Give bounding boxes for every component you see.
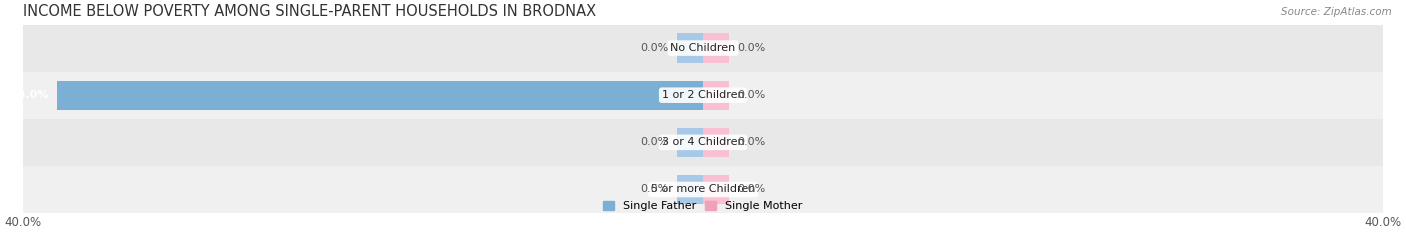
Text: 0.0%: 0.0% — [641, 185, 669, 195]
Bar — [678, 175, 703, 204]
Bar — [703, 81, 728, 110]
Text: 3 or 4 Children: 3 or 4 Children — [662, 137, 744, 147]
Bar — [22, 72, 1384, 119]
Text: INCOME BELOW POVERTY AMONG SINGLE-PARENT HOUSEHOLDS IN BRODNAX: INCOME BELOW POVERTY AMONG SINGLE-PARENT… — [22, 4, 596, 19]
Text: 1 or 2 Children: 1 or 2 Children — [662, 90, 744, 100]
Bar — [703, 34, 728, 63]
Text: 0.0%: 0.0% — [737, 185, 765, 195]
Bar — [56, 81, 703, 110]
Text: 0.0%: 0.0% — [641, 43, 669, 53]
Text: 38.0%: 38.0% — [10, 90, 48, 100]
Text: 0.0%: 0.0% — [737, 137, 765, 147]
Bar — [22, 166, 1384, 213]
Text: 0.0%: 0.0% — [641, 137, 669, 147]
Bar — [678, 34, 703, 63]
Bar — [703, 128, 728, 157]
Bar — [703, 175, 728, 204]
Text: 0.0%: 0.0% — [737, 90, 765, 100]
Text: No Children: No Children — [671, 43, 735, 53]
Bar — [22, 24, 1384, 72]
Text: 0.0%: 0.0% — [737, 43, 765, 53]
Text: Source: ZipAtlas.com: Source: ZipAtlas.com — [1281, 7, 1392, 17]
Bar — [22, 119, 1384, 166]
Legend: Single Father, Single Mother: Single Father, Single Mother — [603, 201, 803, 211]
Bar — [678, 128, 703, 157]
Text: 5 or more Children: 5 or more Children — [651, 185, 755, 195]
